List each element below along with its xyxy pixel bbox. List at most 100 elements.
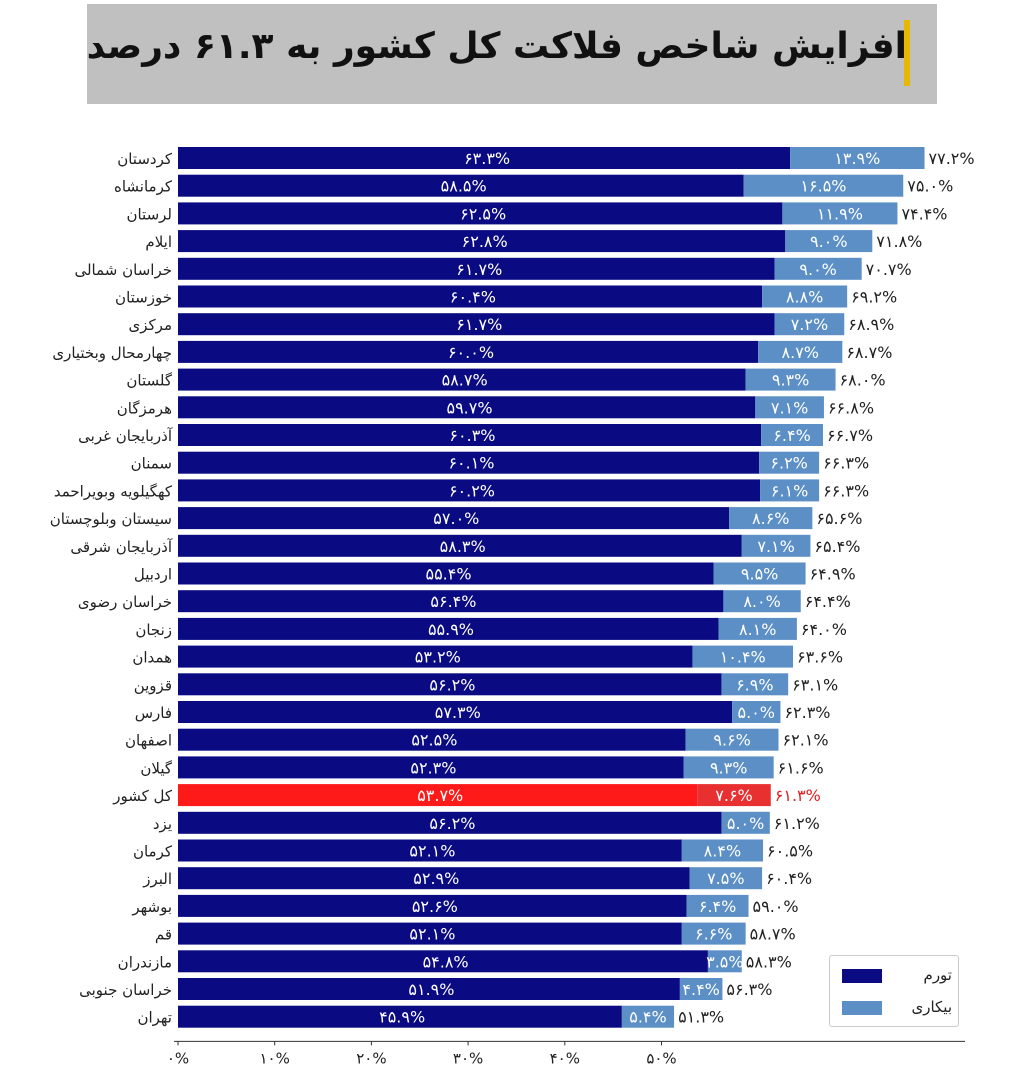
bar-inflation bbox=[178, 147, 791, 169]
bar-unemployment bbox=[785, 230, 873, 253]
bar-unemployment bbox=[723, 590, 801, 613]
category-label: خراسان رضوی bbox=[78, 593, 172, 611]
value-label-inflation: ۶۰.۳% bbox=[449, 426, 495, 445]
category-label: خراسان شمالی bbox=[74, 261, 172, 279]
value-label-unemployment: ۷.۵% bbox=[707, 869, 744, 888]
category-label: فارس bbox=[135, 704, 172, 722]
bar-unemployment bbox=[732, 701, 781, 723]
category-label: آذربایجان غربی bbox=[78, 427, 173, 445]
category-label: سیستان وبلوچستان bbox=[50, 510, 172, 528]
value-label-inflation: ۶۲.۸% bbox=[462, 232, 508, 251]
category-label: ایلام bbox=[145, 233, 172, 251]
value-label-unemployment: ۸.۰% bbox=[743, 592, 780, 611]
bar-unemployment bbox=[679, 978, 723, 1000]
value-label-unemployment: ۸.۶% bbox=[752, 509, 789, 528]
bar-unemployment bbox=[774, 313, 845, 336]
bar-unemployment bbox=[707, 950, 742, 973]
bar-inflation bbox=[178, 479, 761, 502]
value-label-total: ۶۴.۰% bbox=[801, 620, 847, 639]
value-label-total: ۶۴.۴% bbox=[805, 592, 851, 611]
value-label-unemployment: ۷.۱% bbox=[757, 537, 794, 556]
bar-inflation bbox=[178, 784, 698, 807]
bar-unemployment bbox=[758, 340, 843, 363]
value-label-inflation: ۵۲.۱% bbox=[409, 842, 455, 861]
category-label: البرز bbox=[142, 870, 172, 888]
bar-inflation bbox=[178, 396, 756, 419]
value-label-unemployment: ۱۳.۹% bbox=[834, 149, 880, 168]
bar-inflation bbox=[178, 867, 690, 890]
value-label-total: ۶۴.۹% bbox=[810, 565, 856, 584]
bar-inflation bbox=[178, 590, 724, 613]
bar-inflation bbox=[178, 507, 730, 530]
value-label-unemployment: ۶.۴% bbox=[699, 897, 736, 916]
bar-inflation bbox=[178, 313, 775, 336]
legend-swatch-unemployment bbox=[842, 1001, 882, 1015]
value-label-inflation: ۵۱.۹% bbox=[408, 980, 454, 999]
value-label-total: ۶۶.۳% bbox=[823, 454, 869, 473]
value-label-total: ۶۳.۶% bbox=[797, 648, 843, 667]
category-label: بوشهر bbox=[131, 898, 172, 916]
value-label-unemployment: ۸.۴% bbox=[704, 842, 741, 861]
value-label-inflation: ۵۲.۶% bbox=[412, 897, 458, 916]
value-label-unemployment: ۸.۸% bbox=[786, 288, 823, 307]
value-label-unemployment: ۶.۲% bbox=[770, 454, 807, 473]
value-label-total: ۶۰.۵% bbox=[767, 842, 813, 861]
bar-unemployment bbox=[745, 368, 836, 391]
value-label-inflation: ۵۳.۷% bbox=[417, 786, 463, 805]
category-label: خراسان جنوبی bbox=[79, 981, 172, 999]
legend-item-inflation: تورم bbox=[842, 966, 952, 986]
value-label-total: ۵۸.۳% bbox=[746, 952, 792, 971]
legend-label-inflation: تورم bbox=[923, 966, 952, 984]
bar-inflation bbox=[178, 839, 682, 862]
value-label-inflation: ۵۶.۴% bbox=[430, 592, 476, 611]
value-label-total: ۵۸.۷% bbox=[750, 925, 796, 944]
bar-unemployment bbox=[685, 728, 779, 751]
value-label-inflation: ۵۸.۷% bbox=[442, 371, 488, 390]
bar-unemployment bbox=[774, 257, 862, 280]
bar-unemployment bbox=[713, 562, 806, 585]
bar-inflation bbox=[178, 340, 759, 363]
category-label: کردستان bbox=[117, 150, 173, 168]
value-label-unemployment: ۹.۶% bbox=[713, 731, 750, 750]
bar-inflation bbox=[178, 922, 682, 945]
legend-label-unemployment: بیکاری bbox=[911, 998, 952, 1016]
value-label-unemployment: ۹.۳% bbox=[710, 758, 747, 777]
category-label: مازندران bbox=[118, 953, 172, 971]
category-label: چهارمحال وبختیاری bbox=[52, 344, 172, 362]
value-label-total: ۷۷.۲% bbox=[929, 149, 975, 168]
bar-unemployment bbox=[697, 784, 771, 807]
bar-inflation bbox=[178, 701, 733, 723]
bar-unemployment bbox=[686, 894, 749, 917]
bar-inflation bbox=[178, 978, 680, 1000]
bar-inflation bbox=[178, 728, 686, 751]
bar-unemployment bbox=[782, 202, 898, 225]
category-label: یزد bbox=[153, 815, 172, 833]
bar-unemployment bbox=[755, 396, 824, 419]
bar-unemployment bbox=[683, 756, 774, 779]
value-label-unemployment: ۸.۱% bbox=[739, 620, 776, 639]
category-label: گلستان bbox=[126, 372, 172, 390]
bar-unemployment bbox=[721, 811, 770, 834]
bar-unemployment bbox=[762, 285, 848, 308]
x-tick-label: ۱۰% bbox=[260, 1049, 290, 1067]
value-label-inflation: ۵۲.۱% bbox=[409, 925, 455, 944]
bar-unemployment bbox=[761, 424, 823, 446]
value-label-inflation: ۵۷.۳% bbox=[435, 703, 481, 722]
value-label-inflation: ۵۸.۳% bbox=[440, 537, 486, 556]
category-label: گیلان bbox=[140, 759, 172, 777]
value-label-unemployment: ۶.۹% bbox=[736, 675, 773, 694]
value-label-total: ۶۲.۱% bbox=[783, 731, 829, 750]
value-label-total: ۶۱.۶% bbox=[778, 758, 824, 777]
value-label-total: ۷۵.۰% bbox=[907, 177, 953, 196]
bar-inflation bbox=[178, 230, 786, 253]
bar-inflation bbox=[178, 894, 687, 917]
value-label-total: ۶۶.۷% bbox=[827, 426, 873, 445]
value-label-unemployment: ۱۶.۵% bbox=[800, 177, 846, 196]
legend-swatch-inflation bbox=[842, 969, 882, 983]
category-label: خوزستان bbox=[115, 289, 172, 307]
bar-inflation bbox=[178, 174, 744, 197]
bar-inflation bbox=[178, 645, 693, 668]
value-label-total: ۷۱.۸% bbox=[876, 232, 922, 251]
category-label: کهگیلویه وبویراحمد bbox=[54, 482, 173, 500]
value-label-unemployment: ۵.۴% bbox=[629, 1008, 666, 1027]
